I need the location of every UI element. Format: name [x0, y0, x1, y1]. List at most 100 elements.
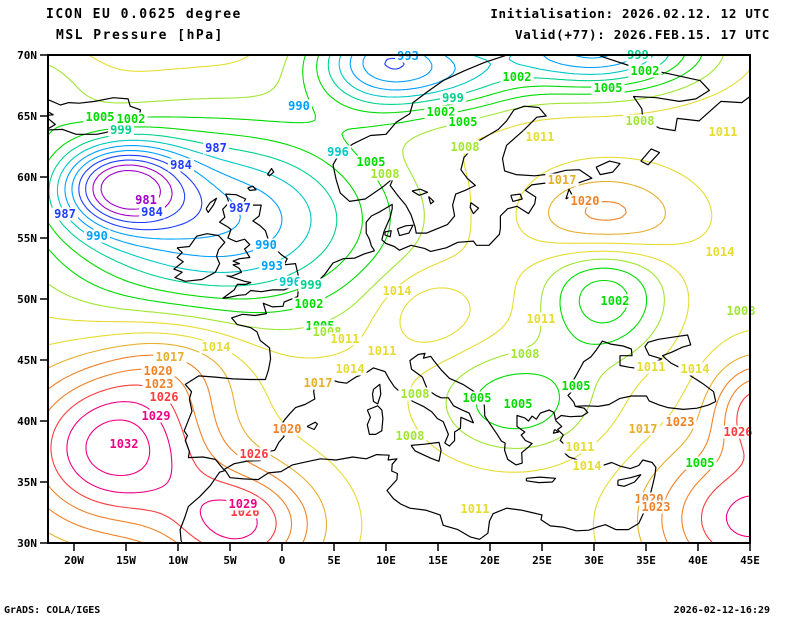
init-time-label: Initialisation: 2026.02.12. 12 UTC: [490, 6, 770, 21]
contour-label: 1017: [156, 350, 185, 364]
contour-label: 1017: [304, 376, 333, 390]
contour-label-bg: [153, 350, 187, 364]
lon-tick-label: 15W: [116, 554, 136, 567]
contour-label-bg: [563, 440, 597, 454]
contour-label-bg: [277, 275, 303, 289]
contour-label-bg: [393, 429, 427, 443]
creation-timestamp: 2026-02-12-16:29: [673, 605, 770, 616]
contour-label: 1029: [229, 497, 258, 511]
contour-label-bg: [598, 294, 632, 308]
coastline: [365, 203, 393, 252]
contour-label-bg: [237, 447, 271, 461]
contour-label-bg: [626, 422, 660, 436]
contour-label: 1023: [642, 500, 671, 514]
lon-tick-label: 40E: [688, 554, 708, 567]
contour-label-bg: [270, 422, 304, 436]
contour-label: 1014: [383, 284, 412, 298]
coastline: [411, 188, 429, 196]
coastline: [410, 441, 442, 462]
map-axes: 70N 65N 60N 55N 50N 45N 40N 35N 30N 20W 15W 10W 5W 0 5…: [17, 49, 760, 567]
contour-label-bg: [108, 123, 134, 137]
coastline: [183, 250, 717, 471]
contour-label: 999: [110, 123, 132, 137]
coastline: [48, 97, 142, 135]
contour-label-bg: [328, 332, 362, 346]
contour-label-bg: [500, 70, 534, 84]
contour-label-bg: [559, 379, 593, 393]
coastline: [595, 160, 621, 176]
contour-label: 987: [205, 141, 227, 155]
contour-label: 1011: [368, 344, 397, 358]
contour-label: 1011: [637, 360, 666, 374]
contour-label-bg: [568, 194, 602, 208]
lat-tick-label: 45N: [17, 354, 37, 367]
lon-tick-label: 20E: [480, 554, 500, 567]
contour-label-bg: [703, 245, 737, 259]
contour-label: 1017: [548, 173, 577, 187]
contour-label-bg: [678, 362, 712, 376]
contour-label-bg: [199, 340, 233, 354]
contour-label-bg: [354, 155, 388, 169]
contour-label-bg: [114, 112, 148, 126]
isobar-1032: [85, 419, 151, 477]
contour-label: 1014: [202, 340, 231, 354]
contour-label: 1017: [629, 422, 658, 436]
contour-label-bg: [545, 173, 579, 187]
contour-label: 1005: [562, 379, 591, 393]
contour-label-bg: [147, 390, 181, 404]
contour-label: 1026: [724, 425, 753, 439]
lon-tick-label: 30E: [584, 554, 604, 567]
contour-label-bg: [570, 459, 604, 473]
lat-tick-label: 70N: [17, 49, 37, 62]
coastline: [552, 428, 560, 434]
contour-label-bg: [139, 205, 165, 219]
contour-label-bg: [292, 297, 326, 311]
contour-label: 1002: [631, 64, 660, 78]
contour-label: 1023: [145, 377, 174, 391]
valid-time-label: Valid(+77): 2026.FEB.15. 17 UTC: [515, 27, 770, 42]
contour-label: 1011: [527, 312, 556, 326]
isobar-1005: [48, 55, 703, 430]
lat-tick-label: 35N: [17, 476, 37, 489]
contour-label: 1002: [295, 297, 324, 311]
contour-label-bg: [333, 362, 367, 376]
contour-label: 981: [135, 193, 157, 207]
contour-label: 999: [300, 278, 322, 292]
coastline: [469, 202, 480, 215]
contour-label: 987: [229, 201, 251, 215]
contour-label-bg: [683, 456, 717, 470]
contour-label: 1014: [336, 362, 365, 376]
contour-label: 1002: [503, 70, 532, 84]
lat-tick-label: 65N: [17, 110, 37, 123]
coastline: [205, 197, 218, 213]
contour-label-bg: [139, 409, 173, 423]
lon-tick-label: 10E: [376, 554, 396, 567]
contour-label-bg: [663, 415, 697, 429]
contour-label: 996: [279, 275, 301, 289]
contour-label: 1008: [396, 429, 425, 443]
contour-label-bg: [440, 91, 466, 105]
coastline: [366, 405, 384, 435]
lat-tick-label: 40N: [17, 415, 37, 428]
contour-label-bg: [508, 347, 542, 361]
contour-label: 1020: [571, 194, 600, 208]
contour-label-bg: [591, 81, 625, 95]
contour-label: 1002: [117, 112, 146, 126]
contour-label: 1002: [601, 294, 630, 308]
contour-label: 984: [141, 205, 163, 219]
lon-tick-label: 35E: [636, 554, 656, 567]
contour-label: 1008: [451, 140, 480, 154]
contour-label-bg: [628, 64, 662, 78]
contour-label: 1029: [142, 409, 171, 423]
contour-label: 990: [255, 238, 277, 252]
contour-label-bg: [227, 201, 253, 215]
contour-label-bg: [365, 344, 399, 358]
contour-label-bg: [368, 167, 402, 181]
contour-label: 1008: [511, 347, 540, 361]
contour-label-bg: [523, 130, 557, 144]
contour-label-bg: [721, 425, 755, 439]
lon-tick-label: 45E: [740, 554, 760, 567]
contour-label: 1008: [727, 304, 756, 318]
lon-tick-label: 20W: [64, 554, 84, 567]
